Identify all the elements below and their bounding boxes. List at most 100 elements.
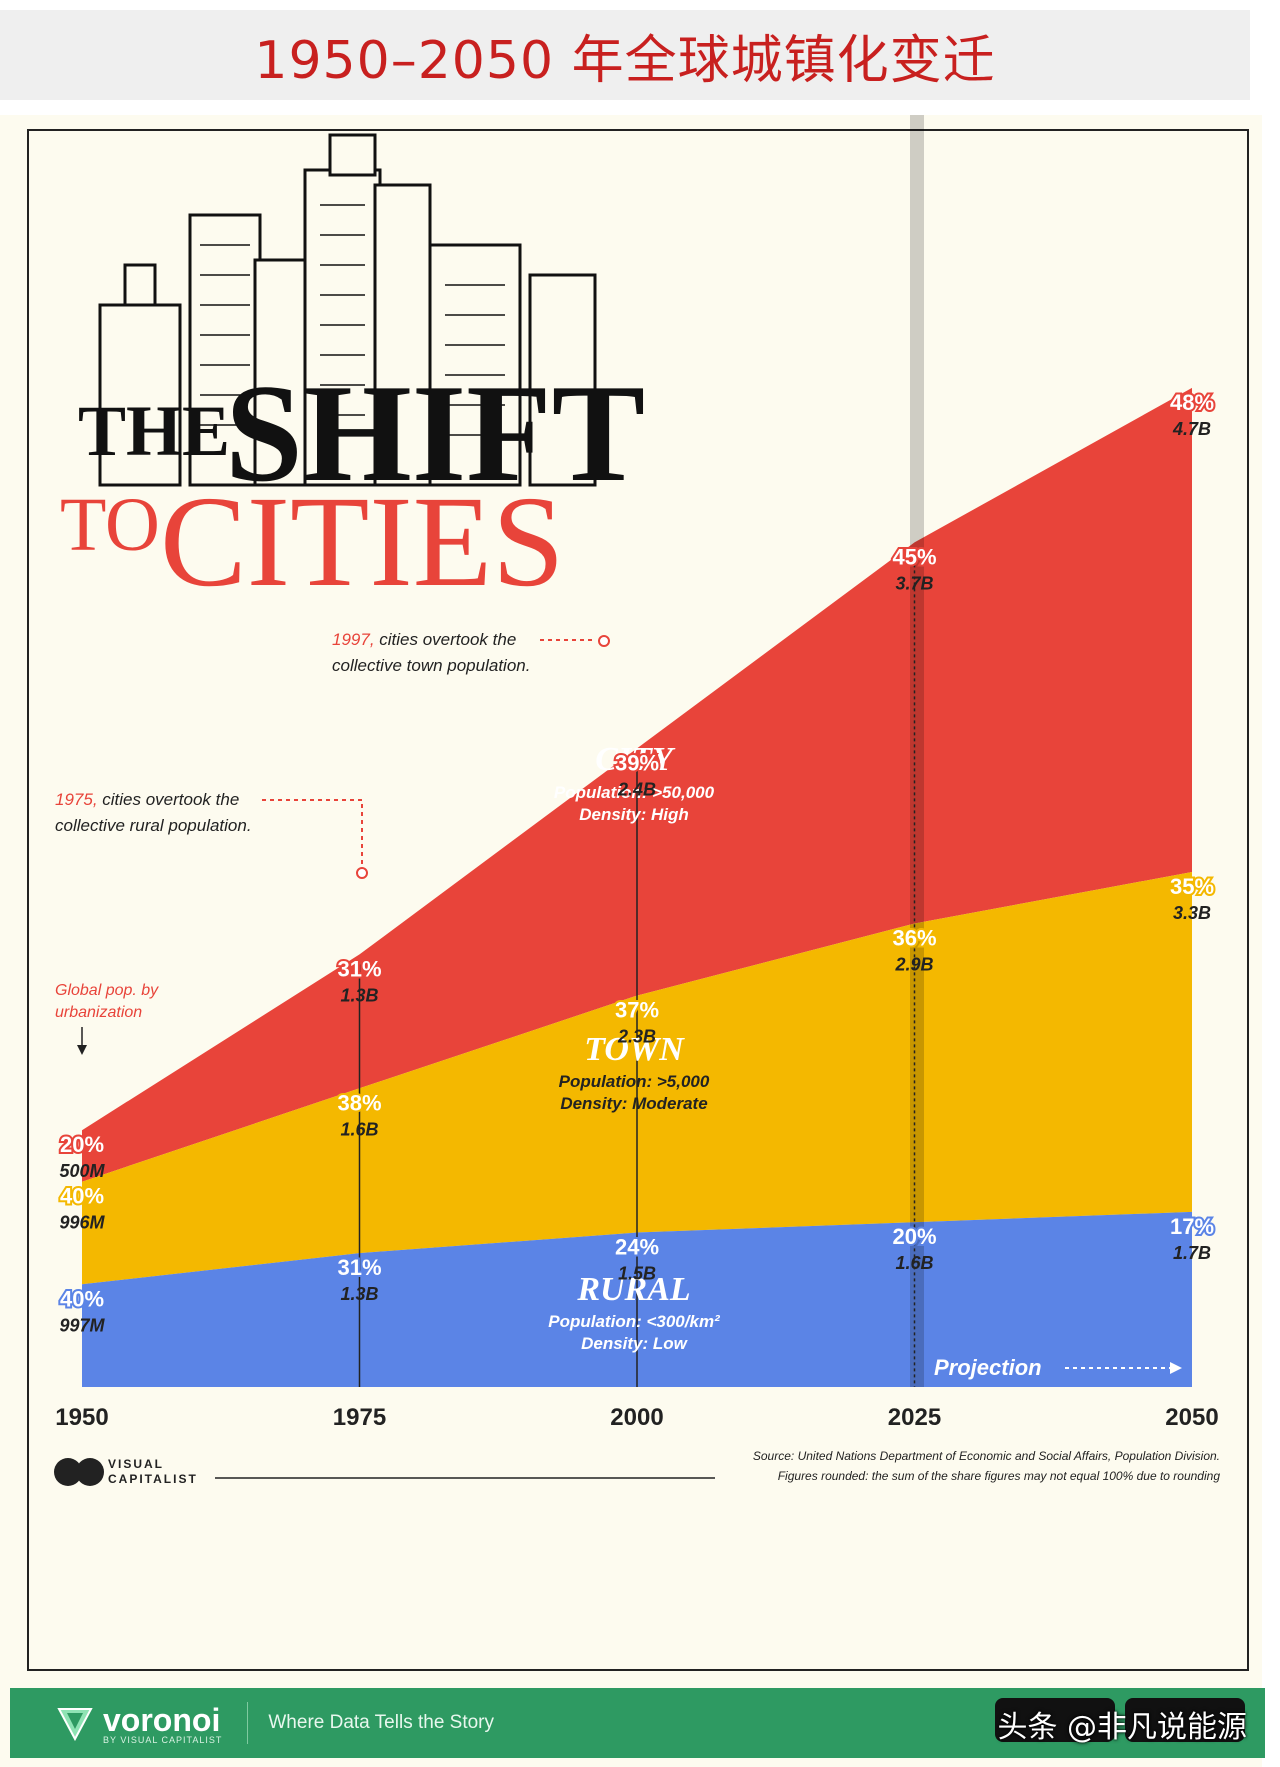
headline-shift: SHIFT bbox=[225, 356, 645, 511]
label-rural-1950: 40% 997M bbox=[58, 1284, 106, 1335]
town-category-density: Density: Moderate bbox=[560, 1094, 707, 1113]
label-rural-2050: 17% 1.7B bbox=[1168, 1212, 1216, 1263]
brand-line2: CAPITALIST bbox=[108, 1472, 198, 1486]
label-city-1950: 20% 500M bbox=[58, 1130, 106, 1181]
year-guide-lines bbox=[358, 552, 916, 1387]
share-label: 37% bbox=[615, 998, 659, 1023]
annotation-1975-line2: collective rural population. bbox=[55, 816, 252, 835]
share-label: 48% bbox=[1170, 390, 1214, 415]
value-label: 2.9B bbox=[894, 955, 933, 975]
legend-note-line2: urbanization bbox=[55, 1004, 142, 1021]
projection-shade bbox=[910, 115, 924, 1387]
brand-logo: VISUAL CAPITALIST bbox=[54, 1457, 715, 1486]
value-label: 1.3B bbox=[340, 985, 378, 1005]
headline-cities: CITIES bbox=[160, 470, 564, 614]
share-label: 40% bbox=[60, 1286, 104, 1311]
share-label: 31% bbox=[337, 1255, 381, 1280]
share-label: 38% bbox=[337, 1090, 381, 1115]
legend-note: Global pop. by urbanization bbox=[55, 982, 159, 1055]
value-label: 2.3B bbox=[617, 1027, 656, 1047]
value-label: 996M bbox=[59, 1213, 105, 1233]
label-city-2050: 48% 4.7B bbox=[1168, 388, 1216, 439]
infographic-poster: THE SHIFT TO CITIES CITY Population: >50… bbox=[0, 115, 1262, 1767]
label-town-2000: 37% 2.3B bbox=[613, 996, 661, 1047]
value-label: 1.5B bbox=[618, 1264, 656, 1284]
footer-bar: voronoi BY VISUAL CAPITALIST Where Data … bbox=[10, 1688, 1265, 1758]
label-city-2000: 39% 2.4B bbox=[613, 748, 661, 799]
category-labels: CITY Population: >50,000 Density: High T… bbox=[548, 741, 721, 1353]
label-town-2050: 35% 3.3B bbox=[1168, 872, 1216, 923]
brand-line1: VISUAL bbox=[108, 1457, 164, 1471]
label-city-2025: 45% 3.7B bbox=[890, 542, 938, 593]
city-category-density: Density: High bbox=[579, 805, 689, 824]
value-label: 2.4B bbox=[617, 779, 656, 799]
label-city-1975: 31% 1.3B bbox=[335, 954, 383, 1005]
value-label: 1.6B bbox=[895, 1253, 933, 1273]
annotation-1997: 1997, cities overtook the collective tow… bbox=[332, 630, 610, 675]
title-bar: 1950–2050 年全球城镇化变迁 bbox=[0, 10, 1250, 100]
annotation-1997-line1: 1997, cities overtook the bbox=[332, 630, 516, 649]
value-labels: 40% 997M 31% 1.3B 24% 1.5B 20% 1.6B 17% 1.7B 40% 99… bbox=[58, 388, 1216, 1335]
skyline-windows bbox=[200, 204, 505, 436]
headline-to: TO bbox=[60, 483, 160, 567]
annotation-1997-line2: collective town population. bbox=[332, 656, 530, 675]
marker-1975 bbox=[356, 867, 368, 879]
city-category-name: CITY bbox=[595, 741, 676, 778]
rural-category-pop: Population: <300/km² bbox=[548, 1312, 721, 1331]
town-category-pop: Population: >5,000 bbox=[559, 1072, 710, 1091]
share-label: 45% bbox=[892, 544, 936, 569]
share-label: 39% bbox=[615, 750, 659, 775]
app-store-badge[interactable] bbox=[995, 1698, 1115, 1742]
share-label: 35% bbox=[1170, 874, 1214, 899]
value-label: 4.7B bbox=[1172, 419, 1211, 439]
value-label: 3.7B bbox=[895, 573, 933, 593]
source-line1: Source: United Nations Department of Eco… bbox=[753, 1449, 1220, 1463]
projection-label: Projection bbox=[934, 1355, 1042, 1380]
voronoi-brand-name: voronoi bbox=[103, 1701, 221, 1738]
label-town-1975: 38% 1.6B bbox=[335, 1088, 383, 1139]
x-tick-1950: 1950 bbox=[55, 1404, 108, 1431]
annotation-1975-line1: 1975, cities overtook the bbox=[55, 790, 239, 809]
town-category-name: TOWN bbox=[584, 1031, 685, 1068]
marker-1997 bbox=[598, 635, 610, 647]
label-rural-2000: 24% 1.5B bbox=[613, 1233, 661, 1284]
share-label: 24% bbox=[615, 1235, 659, 1260]
voronoi-brand-sub: BY VISUAL CAPITALIST bbox=[103, 1734, 223, 1745]
x-tick-2000: 2000 bbox=[610, 1404, 663, 1431]
voronoi-logo[interactable]: voronoi BY VISUAL CAPITALIST bbox=[55, 1702, 222, 1745]
footer-tagline: Where Data Tells the Story bbox=[268, 1712, 495, 1733]
watermark: 头条 @非凡说能源 bbox=[997, 1710, 1247, 1745]
share-label: 40% bbox=[60, 1184, 104, 1209]
x-tick-2050: 2050 bbox=[1165, 1404, 1218, 1431]
value-label: 3.3B bbox=[1173, 903, 1211, 923]
value-label: 997M bbox=[59, 1315, 105, 1335]
label-rural-1975: 31% 1.3B bbox=[335, 1253, 383, 1304]
annotation-1975: 1975, cities overtook the collective rur… bbox=[55, 790, 368, 879]
skyline-illustration bbox=[98, 133, 597, 487]
source-line2: Figures rounded: the sum of the share fi… bbox=[778, 1469, 1221, 1483]
google-play-badge[interactable] bbox=[1125, 1698, 1245, 1742]
chart-frame bbox=[27, 129, 1249, 1671]
stacked-area-chart: THE SHIFT TO CITIES CITY Population: >50… bbox=[27, 115, 1249, 1671]
share-label: 20% bbox=[60, 1132, 104, 1157]
share-label: 20% bbox=[892, 1224, 936, 1249]
share-label: 36% bbox=[892, 926, 936, 951]
value-label: 1.3B bbox=[340, 1284, 378, 1304]
page-title: 1950–2050 年全球城镇化变迁 bbox=[254, 30, 996, 91]
value-label: 1.7B bbox=[1173, 1243, 1211, 1263]
voronoi-icon bbox=[57, 1708, 93, 1742]
legend-note-line1: Global pop. by bbox=[55, 982, 159, 999]
value-label: 1.6B bbox=[340, 1119, 378, 1139]
footer-divider bbox=[247, 1702, 249, 1744]
label-town-2025: 36% 2.9B bbox=[890, 924, 938, 975]
share-label: 31% bbox=[337, 956, 381, 981]
headline-the: THE bbox=[78, 391, 230, 471]
rural-category-name: RURAL bbox=[576, 1271, 690, 1308]
projection-note: Projection bbox=[934, 1355, 1182, 1380]
x-tick-1975: 1975 bbox=[333, 1404, 386, 1431]
rural-category-density: Density: Low bbox=[581, 1334, 689, 1353]
city-category-pop: Population: >50,000 bbox=[554, 783, 715, 802]
x-tick-2025: 2025 bbox=[888, 1404, 941, 1431]
app-store-badges bbox=[995, 1698, 1245, 1742]
label-town-1950: 40% 996M bbox=[58, 1182, 106, 1233]
